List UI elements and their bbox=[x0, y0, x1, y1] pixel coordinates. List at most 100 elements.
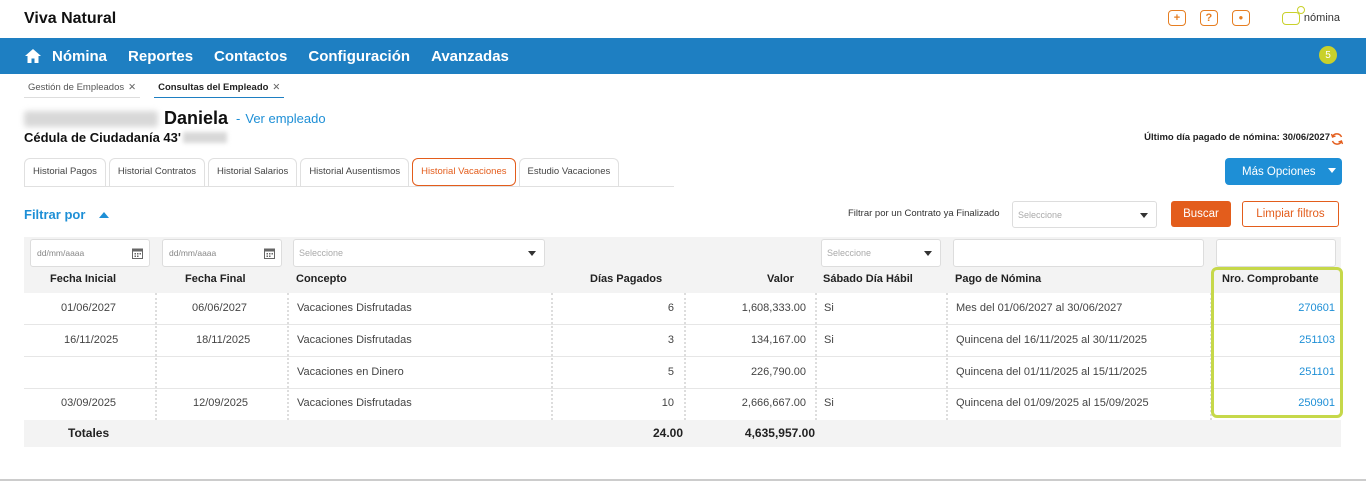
totals-label: Totales bbox=[68, 426, 110, 440]
table-row bbox=[24, 293, 1341, 324]
cell-fecha-inicial: 16/11/2025 bbox=[64, 334, 119, 346]
close-icon[interactable]: ✕ bbox=[128, 82, 137, 93]
employee-id: Cédula de Ciudadanía 43' bbox=[24, 130, 227, 145]
comprobante-filter[interactable] bbox=[1216, 239, 1336, 267]
cell-pago: Mes del 01/06/2027 al 30/06/2027 bbox=[956, 302, 1123, 314]
cell-valor: 226,790.00 bbox=[750, 366, 806, 378]
more-options-button[interactable]: Más Opciones bbox=[1225, 158, 1342, 185]
search-button[interactable]: Buscar bbox=[1171, 201, 1231, 227]
cell-fecha-inicial: 03/09/2025 bbox=[61, 397, 117, 409]
nav-configuracion[interactable]: Configuración bbox=[308, 47, 411, 65]
cell-concepto: Vacaciones Disfrutadas bbox=[297, 397, 412, 409]
nomina-logo-text: nómina bbox=[1303, 12, 1340, 24]
comprobante-link[interactable]: 270601 bbox=[1298, 302, 1335, 314]
cell-fecha-final: 18/11/2025 bbox=[196, 334, 251, 346]
cell-concepto: Vacaciones Disfrutadas bbox=[297, 302, 412, 314]
tab-gestion-empleados[interactable]: Gestión de Empleados ✕ bbox=[24, 80, 141, 98]
open-tabs: Gestión de Empleados ✕ Consultas del Emp… bbox=[24, 80, 285, 98]
employee-id-label: Cédula de Ciudadanía 43' bbox=[24, 130, 181, 145]
header-pago-nomina[interactable]: Pago de Nómina bbox=[955, 273, 1042, 285]
tab-historial-salarios[interactable]: Historial Salarios bbox=[208, 158, 298, 186]
header-concepto[interactable]: Concepto bbox=[296, 273, 347, 285]
tab-consultas-empleado[interactable]: Consultas del Empleado ✕ bbox=[154, 80, 285, 98]
header-fecha-inicial[interactable]: Fecha Inicial bbox=[50, 273, 117, 285]
pago-nomina-filter[interactable] bbox=[953, 239, 1204, 267]
top-bar: Viva Natural + ? ● nómina bbox=[0, 0, 1366, 38]
cell-sabado: Si bbox=[824, 302, 834, 314]
nav-nomina[interactable]: Nómina bbox=[52, 47, 108, 65]
home-icon[interactable] bbox=[24, 48, 42, 64]
cell-pago: Quincena del 01/09/2025 al 15/09/2025 bbox=[956, 397, 1149, 409]
nav-contactos[interactable]: Contactos bbox=[214, 47, 288, 65]
date-placeholder: dd/mm/aaaa bbox=[37, 248, 85, 258]
chevron-down-icon bbox=[1140, 213, 1148, 218]
top-icons: + ? ● nómina bbox=[1167, 5, 1340, 26]
concepto-filter[interactable]: Seleccione bbox=[293, 239, 545, 267]
totals-dias: 24.00 bbox=[652, 426, 683, 440]
cell-fecha-final: 06/06/2027 bbox=[192, 302, 248, 314]
comprobante-link[interactable]: 251101 bbox=[1299, 366, 1335, 378]
column-divider bbox=[551, 293, 553, 420]
tab-historial-vacaciones[interactable]: Historial Vacaciones bbox=[412, 158, 516, 186]
view-employee-label: Ver empleado bbox=[245, 111, 326, 126]
comprobante-link[interactable]: 251103 bbox=[1299, 334, 1335, 346]
fecha-final-filter[interactable]: dd/mm/aaaa bbox=[162, 239, 282, 267]
calendar-icon[interactable] bbox=[132, 247, 143, 259]
row-divider bbox=[24, 388, 1341, 389]
tab-label: Consultas del Empleado bbox=[158, 82, 269, 93]
column-divider bbox=[946, 293, 948, 420]
cell-pago: Quincena del 01/11/2025 al 15/11/2025 bbox=[956, 366, 1148, 378]
cell-valor: 134,167.00 bbox=[750, 334, 806, 346]
notification-badge[interactable]: 5 bbox=[1319, 46, 1337, 64]
refresh-icon[interactable] bbox=[1330, 132, 1344, 146]
tab-historial-contratos[interactable]: Historial Contratos bbox=[108, 158, 206, 186]
row-divider bbox=[24, 324, 1341, 325]
date-placeholder: dd/mm/aaaa bbox=[169, 248, 217, 258]
nomina-logo-icon bbox=[1281, 5, 1305, 25]
plus-icon[interactable]: + bbox=[1167, 10, 1186, 26]
clear-filters-button[interactable]: Limpiar filtros bbox=[1242, 201, 1339, 227]
cell-fecha-inicial: 01/06/2027 bbox=[61, 302, 117, 314]
user-icon[interactable]: ● bbox=[1231, 10, 1250, 26]
cell-sabado: Si bbox=[824, 334, 834, 346]
contract-filter-label: Filtrar por un Contrato ya Finalizado bbox=[848, 208, 1000, 219]
last-paid-date: Último día pagado de nómina: 30/06/2027 bbox=[1144, 132, 1330, 143]
view-employee-link[interactable]: - Ver empleado bbox=[236, 111, 326, 126]
tab-estudio-vacaciones[interactable]: Estudio Vacaciones bbox=[518, 158, 620, 186]
page-bottom-border bbox=[0, 479, 1366, 481]
filter-title: Filtrar por bbox=[24, 207, 86, 222]
tab-historial-pagos[interactable]: Historial Pagos bbox=[24, 158, 106, 186]
calendar-icon[interactable] bbox=[264, 247, 275, 259]
chevron-up-icon bbox=[99, 211, 110, 218]
header-nro-comprobante[interactable]: Nro. Comprobante bbox=[1222, 273, 1319, 285]
history-tabs: Historial Pagos Historial Contratos Hist… bbox=[24, 158, 620, 186]
header-fecha-final[interactable]: Fecha Final bbox=[185, 273, 246, 285]
chevron-down-icon bbox=[528, 251, 536, 256]
fecha-inicial-filter[interactable]: dd/mm/aaaa bbox=[30, 239, 150, 267]
close-icon[interactable]: ✕ bbox=[272, 82, 281, 93]
nav-reportes[interactable]: Reportes bbox=[128, 47, 194, 65]
nav-avanzadas[interactable]: Avanzadas bbox=[431, 47, 509, 65]
header-dias-pagados[interactable]: Días Pagados bbox=[590, 273, 663, 285]
filter-toggle[interactable]: Filtrar por bbox=[24, 207, 110, 222]
cell-dias: 5 bbox=[667, 366, 674, 378]
header-valor[interactable]: Valor bbox=[767, 273, 794, 285]
cell-concepto: Vacaciones Disfrutadas bbox=[297, 334, 412, 346]
employee-name: Daniela bbox=[164, 108, 229, 128]
sabado-filter[interactable]: Seleccione bbox=[821, 239, 941, 267]
comprobante-link[interactable]: 250901 bbox=[1298, 397, 1335, 409]
chevron-down-icon bbox=[1328, 168, 1336, 173]
contract-select[interactable]: Seleccione bbox=[1012, 201, 1157, 228]
header-sabado-dia-habil[interactable]: Sábado Día Hábil bbox=[823, 273, 913, 285]
cell-valor: 2,666,667.00 bbox=[741, 397, 806, 409]
chevron-down-icon bbox=[924, 251, 932, 256]
employee-header: Daniela - Ver empleado bbox=[24, 108, 326, 129]
tabs-divider bbox=[24, 186, 674, 187]
cell-dias: 10 bbox=[661, 397, 674, 409]
cell-pago: Quincena del 16/11/2025 al 30/11/2025 bbox=[956, 334, 1148, 346]
column-divider bbox=[815, 293, 817, 420]
tab-historial-ausentismos[interactable]: Historial Ausentismos bbox=[300, 158, 410, 186]
table-row bbox=[24, 389, 1341, 420]
redacted-surname bbox=[24, 110, 158, 127]
help-icon[interactable]: ? bbox=[1199, 10, 1218, 26]
